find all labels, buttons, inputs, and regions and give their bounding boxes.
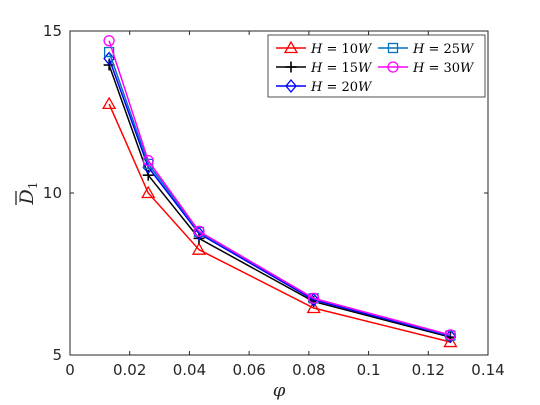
legend-label-part: H = xyxy=(412,61,444,76)
x-tick-label: 0.1 xyxy=(357,361,381,379)
x-tick-label: 0.04 xyxy=(173,361,206,379)
series-line xyxy=(108,58,451,337)
data-point-circle xyxy=(307,292,320,304)
legend-label: H = 20W xyxy=(310,80,373,95)
legend-item: H = 25W xyxy=(378,42,475,57)
data-point-diamond xyxy=(307,292,320,307)
data-point-triangle xyxy=(141,185,156,199)
data-point-triangle xyxy=(191,242,207,255)
x-tick-label: 0.12 xyxy=(412,361,445,379)
legend-label-part: 20 xyxy=(342,80,359,95)
legend-label: H = 10W xyxy=(310,42,373,57)
legend-item: H = 10W xyxy=(276,40,373,57)
legend-label-part: H = xyxy=(310,42,342,57)
legend-item: H = 15W xyxy=(276,61,373,76)
legend-label-part: W xyxy=(460,42,475,57)
series-circle xyxy=(103,35,457,341)
series-triangle xyxy=(101,96,458,348)
legend-label-part: W xyxy=(460,61,475,76)
legend-marker-plus xyxy=(285,61,297,73)
y-axis-label-base: D xyxy=(16,189,38,205)
legend-label-part: 25 xyxy=(444,42,461,57)
legend-label: H = 15W xyxy=(310,61,373,76)
data-point-circle xyxy=(444,329,457,341)
legend-item: H = 20W xyxy=(276,78,373,95)
legend-label-part: W xyxy=(358,42,373,57)
series-layer xyxy=(101,35,458,348)
legend-marker-diamond xyxy=(285,78,297,94)
legend-label: H = 25W xyxy=(412,42,475,57)
data-point-triangle xyxy=(101,96,117,110)
legend-marker-square xyxy=(387,42,399,54)
y-tick-label: 10 xyxy=(43,184,62,202)
data-point-diamond xyxy=(193,226,205,241)
x-tick-label: 0.08 xyxy=(292,361,325,379)
legend-label-part: 30 xyxy=(444,61,461,76)
legend-label-part: H = xyxy=(310,61,342,76)
data-point-square xyxy=(103,46,115,58)
legend-label: H = 30W xyxy=(412,61,475,76)
legend-item: H = 30W xyxy=(378,61,475,76)
legend-marker-triangle xyxy=(283,40,299,54)
series-line xyxy=(108,103,451,343)
legend-label-part: H = xyxy=(412,42,444,57)
data-point-plus xyxy=(142,169,154,181)
legend-marker-circle xyxy=(387,61,399,73)
legend-label-part: 10 xyxy=(342,42,359,57)
axis-ticks: 0 0.02 0.04 0.06 0.08 0.1 0.12 0.14 5 10 15 xyxy=(43,22,505,379)
series-line xyxy=(108,40,451,336)
data-point-circle xyxy=(193,225,205,237)
data-point-circle xyxy=(142,154,154,167)
legend-label-part: W xyxy=(358,61,373,76)
data-point-circle xyxy=(103,35,115,47)
data-point-plus xyxy=(193,232,205,244)
legend-label-part: W xyxy=(358,80,373,95)
y-axis-label: D1 xyxy=(15,182,40,206)
x-axis-label: φ xyxy=(273,380,286,401)
data-point-triangle xyxy=(443,334,458,348)
x-tick-label: 0 xyxy=(65,361,75,379)
legend-label-part: 15 xyxy=(342,61,359,76)
y-tick-label: 15 xyxy=(43,22,62,40)
svg-text:D1: D1 xyxy=(16,182,40,206)
x-tick-label: 0.02 xyxy=(113,361,146,379)
y-axis-label-subscript: 1 xyxy=(26,182,40,190)
x-tick-label: 0.06 xyxy=(232,361,265,379)
series-plus xyxy=(103,59,456,343)
x-tick-label: 0.14 xyxy=(471,361,504,379)
y-tick-label: 5 xyxy=(52,346,62,364)
data-point-triangle xyxy=(306,300,321,314)
legend-label-part: H = xyxy=(310,80,342,95)
